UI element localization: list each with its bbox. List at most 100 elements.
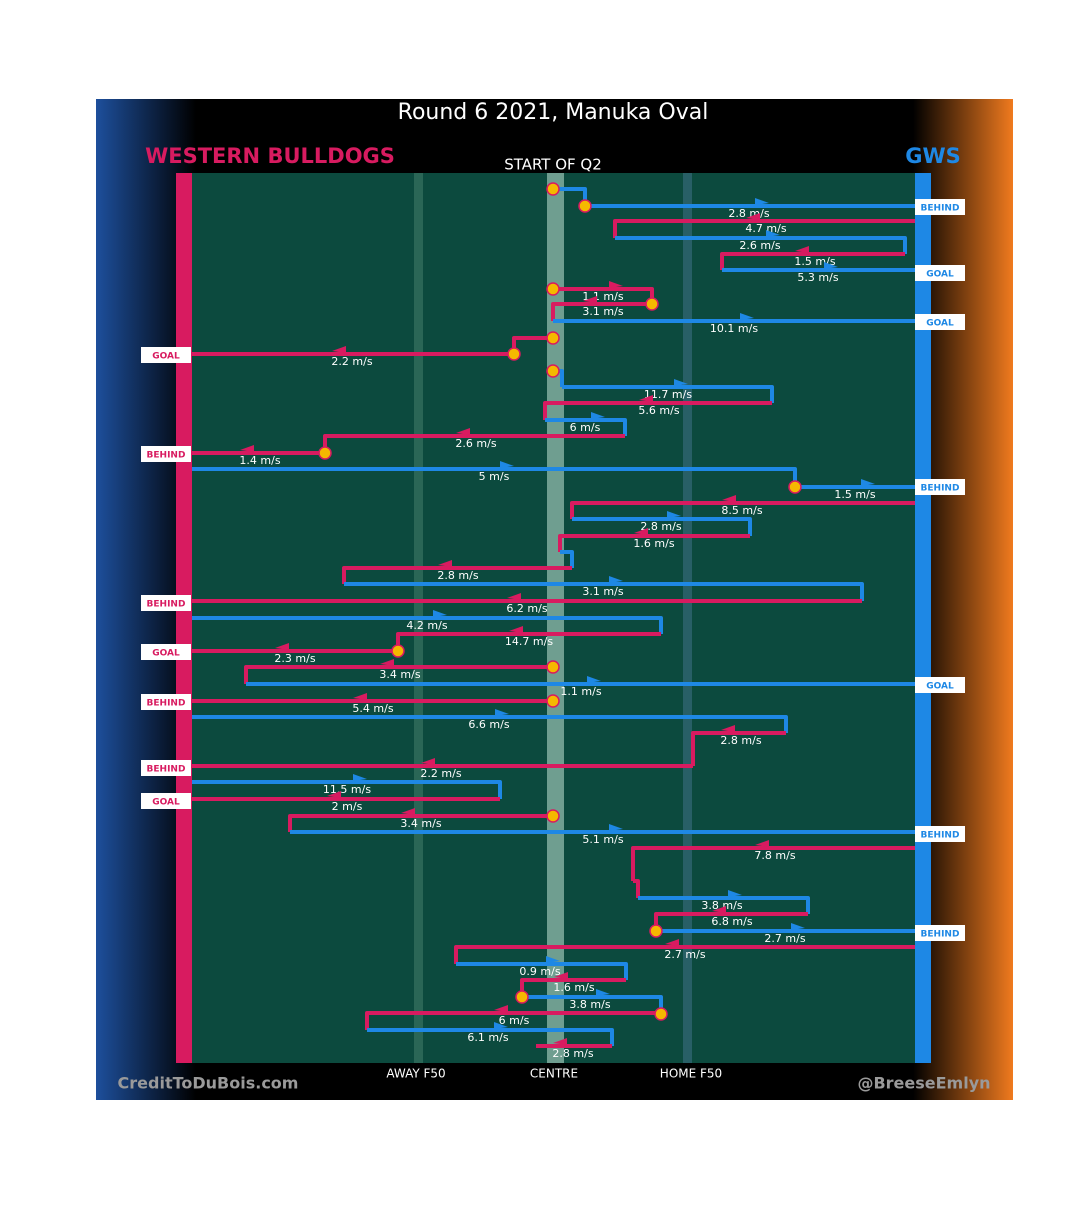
speed-label: 3.8 m/s [701,899,742,912]
outcome-label: GOAL [152,352,180,362]
right-team: GWS [905,144,961,168]
outcome-label: GOAL [152,798,180,808]
arrow [554,972,568,979]
stoppage-dot [507,347,521,361]
stoppage-dot [578,199,592,213]
speed-label: 1.4 m/s [239,454,280,467]
arrow [438,560,452,567]
arrow [456,428,470,435]
arrow [639,395,653,402]
speed-label: 2.8 m/s [640,520,681,533]
speed-label: 3.8 m/s [569,998,610,1011]
arrow [795,246,809,253]
zone-label: HOME F50 [660,1067,722,1081]
arrow [553,1038,567,1045]
outcome-label: BEHIND [921,831,960,841]
chain-segment [551,302,652,321]
outcome-box [141,595,191,611]
speed-label: 1.6 m/s [633,537,674,550]
speed-label: 2.2 m/s [331,355,372,368]
stoppage-dot [318,446,332,460]
arrow [740,313,754,320]
speed-label: 3.1 m/s [582,585,623,598]
speed-label: 3.4 m/s [379,668,420,681]
speed-label: 2 m/s [332,800,363,813]
outcome-box [141,446,191,462]
arrow [609,824,623,831]
outcome-label: BEHIND [921,484,960,494]
arrow [327,791,341,798]
arrow [667,511,681,518]
outcome-label: GOAL [926,319,954,329]
chain-segment [545,418,627,436]
speed-label: 3.1 m/s [582,305,623,318]
speed-label: 5.6 m/s [638,404,679,417]
stoppage-dot [546,364,560,378]
arrow [766,230,780,237]
outcome-label: BEHIND [147,600,186,610]
arrow [494,1022,508,1029]
speed-label: 1.5 m/s [834,488,875,501]
arrow [755,198,769,205]
speed-label: 7.8 m/s [754,849,795,862]
chain-segment [560,550,574,568]
outcome-box [141,793,191,809]
chain-segment [342,566,572,584]
speed-label: 11.5 m/s [323,783,371,796]
left-goal-bar [176,173,192,1063]
arrow [380,659,394,666]
chain-segment [615,236,907,254]
outcome-box [915,314,965,330]
stoppage-dot [645,297,659,311]
chain-segment [244,665,553,684]
arrow [609,281,623,288]
arrow [587,676,601,683]
arrow [401,808,415,815]
speed-label: 5 m/s [479,470,510,483]
arrow [583,296,597,303]
speed-label: 8.5 m/s [721,504,762,517]
speed-label: 3.4 m/s [400,817,441,830]
arrow [240,445,254,452]
zone-label: AWAY F50 [386,1067,445,1081]
chains: 2.8 m/s 4.7 m/s 2.6 m/s 1.5 m/s 5.3 m/s 1.1 m… [141,182,965,1060]
arrow [332,346,346,353]
outcome-label: BEHIND [921,930,960,940]
arrow [275,643,289,650]
speed-label: 4.7 m/s [745,222,786,235]
stoppage-dot [546,694,560,708]
speed-label: 6.8 m/s [711,915,752,928]
chain-segment [720,252,905,270]
title: Round 6 2021, Manuka Oval [398,100,709,125]
speed-label: 6.6 m/s [468,718,509,731]
chain-segment [192,780,502,799]
speed-label: 2.6 m/s [455,437,496,450]
home-f50-line [683,173,692,1063]
stoppage-dot [546,660,560,674]
stoppage-dot [546,331,560,345]
stoppage-dot [649,924,663,938]
arrow [546,956,560,963]
speed-label: 4.2 m/s [406,619,447,632]
arrow [495,709,509,716]
stoppage-dot [546,809,560,823]
arrow [728,890,742,897]
chain-segment [613,219,915,238]
outcome-label: GOAL [926,682,954,692]
chain-segment [192,616,663,634]
outcome-box [915,677,965,693]
stoppage-dot [391,644,405,658]
chain-segment [558,534,750,552]
outcome-label: GOAL [152,649,180,659]
stoppage-dot [546,182,560,196]
chain-segment [633,879,640,898]
arrow [791,923,805,930]
chain-segment [638,896,810,914]
chain-segment [456,962,628,980]
speed-label: 6 m/s [499,1014,530,1027]
arrow [712,906,726,913]
arrow [433,610,447,617]
arrow [353,693,367,700]
speed-label: 5.4 m/s [352,702,393,715]
speed-label: 2.7 m/s [764,932,805,945]
